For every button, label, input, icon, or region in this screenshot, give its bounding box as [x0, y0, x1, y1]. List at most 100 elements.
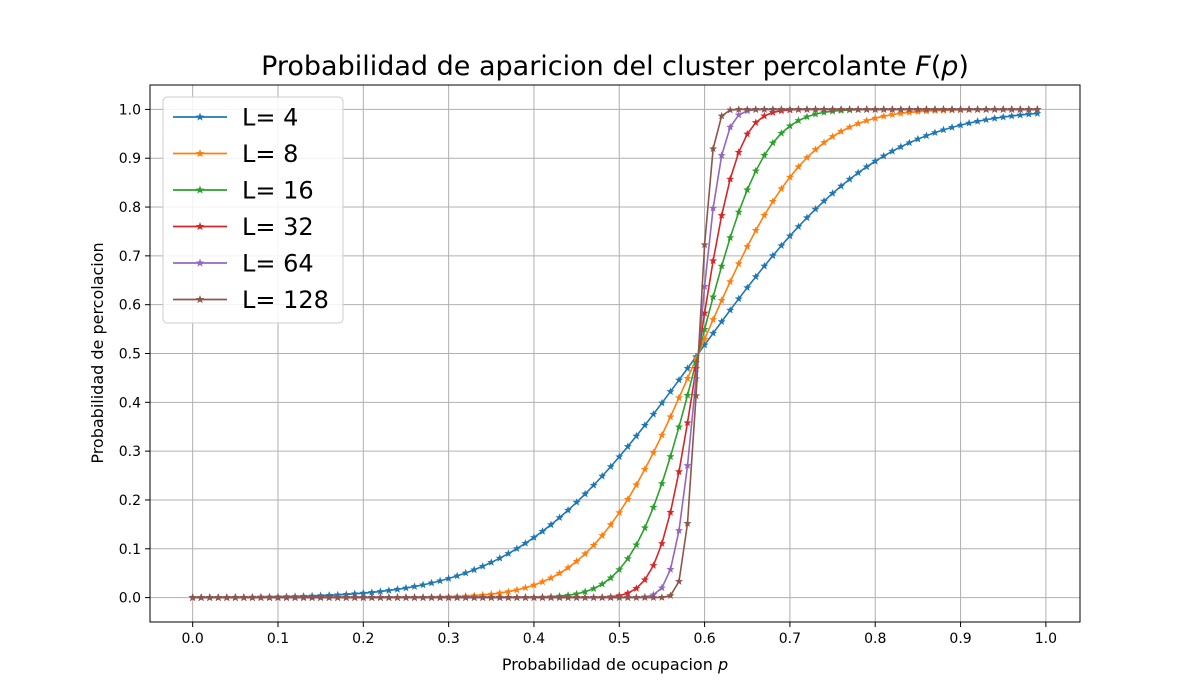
series-point: [1016, 110, 1025, 119]
series-point: [717, 151, 726, 159]
series-point: [214, 593, 223, 601]
series-point: [948, 105, 957, 113]
series-point: [726, 233, 735, 242]
series-point: [521, 583, 530, 592]
legend-marker: [195, 149, 205, 158]
chart-title-math-p: p: [940, 51, 958, 82]
series-point: [913, 107, 922, 116]
series-point: [854, 119, 863, 127]
y-tick-label: 0.4: [119, 395, 141, 411]
y-tick-label: 0.0: [119, 591, 141, 607]
series-line: [192, 112, 1038, 599]
series-point: [973, 117, 982, 125]
legend-marker: [195, 185, 205, 194]
series-point: [436, 576, 445, 585]
series-point: [879, 151, 888, 160]
series-point: [794, 116, 803, 124]
series-point: [342, 593, 351, 601]
series-point: [640, 421, 649, 429]
y-tick-label: 0.7: [119, 249, 141, 265]
series-point: [948, 123, 957, 131]
series-point: [683, 519, 692, 527]
legend-label: L= 4: [242, 104, 298, 132]
series-point: [905, 108, 914, 116]
series-point: [820, 196, 829, 205]
series-point: [504, 549, 513, 558]
series-point: [837, 127, 846, 135]
series-point: [692, 374, 701, 383]
series-point: [1007, 105, 1016, 113]
y-tick-label: 0.1: [119, 542, 141, 558]
series-point: [956, 105, 965, 113]
series-point: [845, 175, 854, 183]
series-point: [598, 471, 607, 480]
series-point: [649, 561, 658, 569]
series-point: [811, 105, 820, 113]
series-point: [436, 593, 445, 601]
series-point: [802, 112, 811, 121]
series-point: [581, 587, 590, 596]
series-point: [623, 593, 632, 601]
chart-title-math-open: (: [931, 51, 942, 82]
series-point: [726, 122, 735, 131]
series-point: [828, 132, 837, 140]
series-point: [709, 144, 718, 153]
series-point: [529, 593, 538, 601]
series-point: [606, 520, 615, 529]
series-point: [623, 554, 632, 563]
series-point: [564, 505, 573, 514]
series-point: [504, 593, 513, 601]
series-point: [359, 588, 368, 597]
series-point: [760, 261, 769, 270]
series-point: [547, 593, 555, 601]
series-point: [777, 105, 786, 113]
legend: L= 4 L= 8 L= 16 L= 32 L= 64 L= 128: [162, 96, 344, 324]
series-point: [453, 571, 462, 580]
y-tick-labels: 0.0 0.1 0.2 0.3 0.4 0.5 0.6 0.7 0.8 0.9 1.0: [119, 102, 141, 606]
series-point: [675, 467, 683, 476]
series-point: [581, 549, 590, 558]
series-point: [487, 558, 496, 566]
x-tick-label: 0.1: [267, 631, 289, 647]
series-point: [623, 442, 632, 450]
series-point: [1024, 105, 1033, 113]
series-point: [743, 283, 752, 292]
series-point: [598, 531, 607, 539]
series-point: [657, 583, 666, 592]
series-point: [675, 375, 683, 384]
series-point: [1033, 109, 1042, 117]
series-point: [768, 251, 777, 260]
y-tick-label: 0.6: [119, 298, 141, 314]
series-point: [615, 593, 624, 601]
series-point: [820, 138, 829, 147]
series-point: [734, 148, 743, 156]
series-point: [666, 591, 675, 600]
series-point: [495, 553, 504, 562]
series-point: [811, 109, 820, 118]
series-point: [828, 105, 837, 113]
series-point: [751, 118, 760, 126]
series-point: [376, 593, 385, 601]
legend-label: L= 64: [242, 250, 314, 278]
chart-title-math-f: F: [915, 51, 931, 82]
series-point: [581, 489, 590, 498]
series-point: [632, 584, 641, 592]
series-point: [376, 587, 385, 595]
series-point: [692, 358, 701, 366]
series-point: [1024, 110, 1033, 118]
legend-label: L= 32: [242, 213, 314, 241]
series-point: [930, 105, 939, 113]
series-point: [820, 108, 829, 116]
series-point: [572, 498, 581, 506]
series-point: [683, 418, 692, 427]
series-point: [581, 593, 590, 601]
series-point: [794, 222, 803, 231]
series-point: [461, 568, 470, 577]
series-point: [811, 204, 820, 213]
series-point: [606, 593, 615, 601]
series-point: [598, 593, 607, 601]
series-point: [231, 593, 240, 601]
series-point: [675, 526, 683, 534]
series-point: [939, 105, 948, 113]
series-point: [999, 112, 1008, 121]
